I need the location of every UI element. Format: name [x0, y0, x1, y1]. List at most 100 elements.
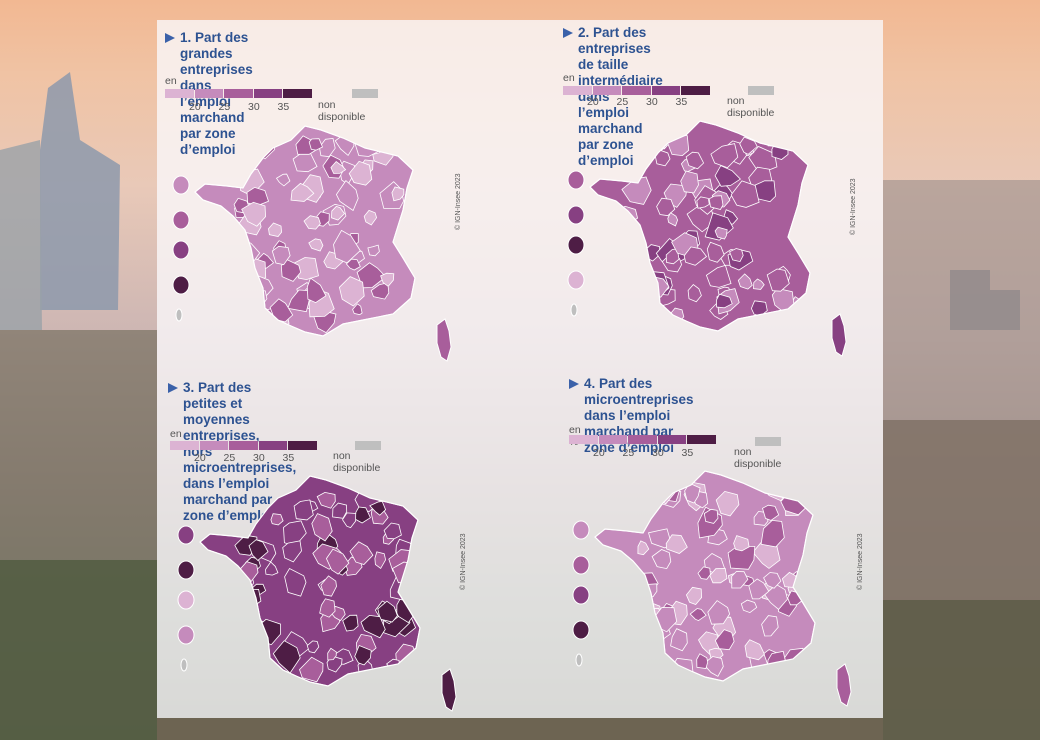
legend-color-scale	[569, 435, 717, 444]
legend-na-label: non disponible	[734, 446, 782, 470]
zone-emploi	[270, 513, 284, 526]
legend-na-swatch	[352, 89, 378, 98]
zone-emploi	[684, 482, 701, 504]
zone-emploi	[629, 132, 649, 151]
zone-emploi	[333, 229, 361, 264]
legend-swatch	[283, 89, 312, 98]
zone-emploi	[730, 180, 760, 208]
zone-emploi	[239, 637, 262, 657]
legend-swatch	[224, 89, 253, 98]
zone-emploi	[391, 186, 405, 202]
legend-tick-label: 20	[189, 101, 201, 113]
zone-emploi	[308, 238, 324, 252]
zone-emploi	[248, 539, 269, 561]
copyright-note: © IGN-Insee 2023	[857, 533, 864, 590]
zone-emploi	[696, 653, 709, 669]
zone-emploi	[354, 644, 372, 666]
france-choropleth-map	[172, 125, 452, 362]
zone-emploi	[367, 244, 380, 257]
zone-emploi	[284, 567, 307, 597]
legend-na-label: non disponible	[333, 450, 381, 474]
zone-emploi	[354, 506, 371, 524]
legend-swatch	[258, 441, 287, 450]
overseas-inset	[177, 625, 195, 645]
zone-emploi	[249, 309, 271, 331]
legend-tick-label: 35	[681, 447, 694, 459]
zone-emploi	[790, 486, 805, 499]
zone-emploi	[349, 541, 374, 565]
zone-emploi	[696, 196, 710, 209]
zone-emploi	[374, 551, 387, 569]
zone-emploi	[689, 608, 707, 622]
zone-emploi	[739, 136, 758, 155]
zone-emploi	[335, 179, 359, 212]
zone-emploi	[221, 236, 250, 262]
zone-emploi	[760, 519, 785, 548]
zone-emploi	[753, 278, 765, 290]
zone-emploi	[715, 490, 740, 517]
legend-tick-label: 25	[616, 96, 629, 108]
legend-tick-label: 30	[646, 96, 658, 108]
zone-emploi	[727, 545, 756, 570]
legend-swatch	[199, 441, 228, 450]
zone-emploi	[761, 615, 779, 637]
overseas-inset	[180, 658, 188, 672]
zone-emploi	[714, 226, 728, 240]
zone-emploi	[290, 182, 315, 202]
zone-emploi	[708, 195, 724, 210]
legend-swatch	[628, 435, 657, 444]
zone-emploi	[687, 284, 702, 303]
zone-emploi	[744, 639, 765, 661]
copyright-note: © IGN-Insee 2023	[460, 533, 467, 590]
legend-color-scale	[170, 441, 318, 450]
zone-emploi	[377, 600, 398, 623]
zone-emploi	[643, 626, 660, 643]
zone-emploi	[656, 197, 676, 217]
legend-swatch	[288, 441, 317, 450]
map-title: 4. Part des microentreprises dans l’empl…	[584, 376, 694, 455]
zone-emploi	[740, 599, 758, 614]
title-arrow-icon	[165, 33, 175, 43]
map-title: 3. Part des petites et moyennes entrepri…	[183, 380, 297, 523]
zone-emploi	[306, 277, 327, 304]
legend-swatch	[253, 89, 282, 98]
zone-emploi	[625, 607, 648, 633]
zone-emploi	[342, 512, 357, 529]
legend-tick-label: 35	[675, 96, 688, 108]
zone-emploi	[637, 540, 650, 556]
zone-emploi	[383, 522, 402, 540]
overseas-inset	[172, 240, 190, 260]
legend-swatch	[194, 89, 223, 98]
zone-emploi	[234, 616, 253, 632]
zone-emploi	[624, 276, 639, 291]
legend-na-label: non disponible	[318, 99, 366, 123]
legend-swatch	[598, 435, 627, 444]
legend-na-swatch	[755, 437, 781, 446]
zone-emploi	[685, 586, 703, 605]
zone-emploi	[647, 528, 672, 549]
zone-emploi	[319, 598, 336, 618]
legend-tick-label: 30	[253, 452, 265, 464]
zone-emploi	[356, 262, 387, 289]
zone-emploi	[665, 534, 688, 554]
legend-swatch	[681, 86, 710, 95]
zone-emploi	[642, 141, 658, 159]
zone-emploi	[729, 248, 744, 263]
legend-color-scale	[563, 86, 711, 95]
zone-emploi	[348, 160, 373, 186]
overseas-inset	[572, 555, 590, 575]
legend-tick-label: 20	[194, 452, 206, 464]
legend-tick-label: 25	[218, 101, 231, 113]
zone-emploi	[651, 549, 672, 570]
legend-tick-label: 35	[282, 452, 295, 464]
france-choropleth-map	[572, 470, 852, 707]
zone-emploi	[625, 301, 646, 321]
zone-emploi	[628, 284, 644, 303]
title-arrow-icon	[569, 379, 579, 389]
overseas-inset	[172, 275, 190, 295]
zone-emploi	[680, 170, 699, 194]
overseas-inset	[172, 210, 190, 230]
corsica	[436, 318, 452, 362]
legend-swatch	[622, 86, 651, 95]
